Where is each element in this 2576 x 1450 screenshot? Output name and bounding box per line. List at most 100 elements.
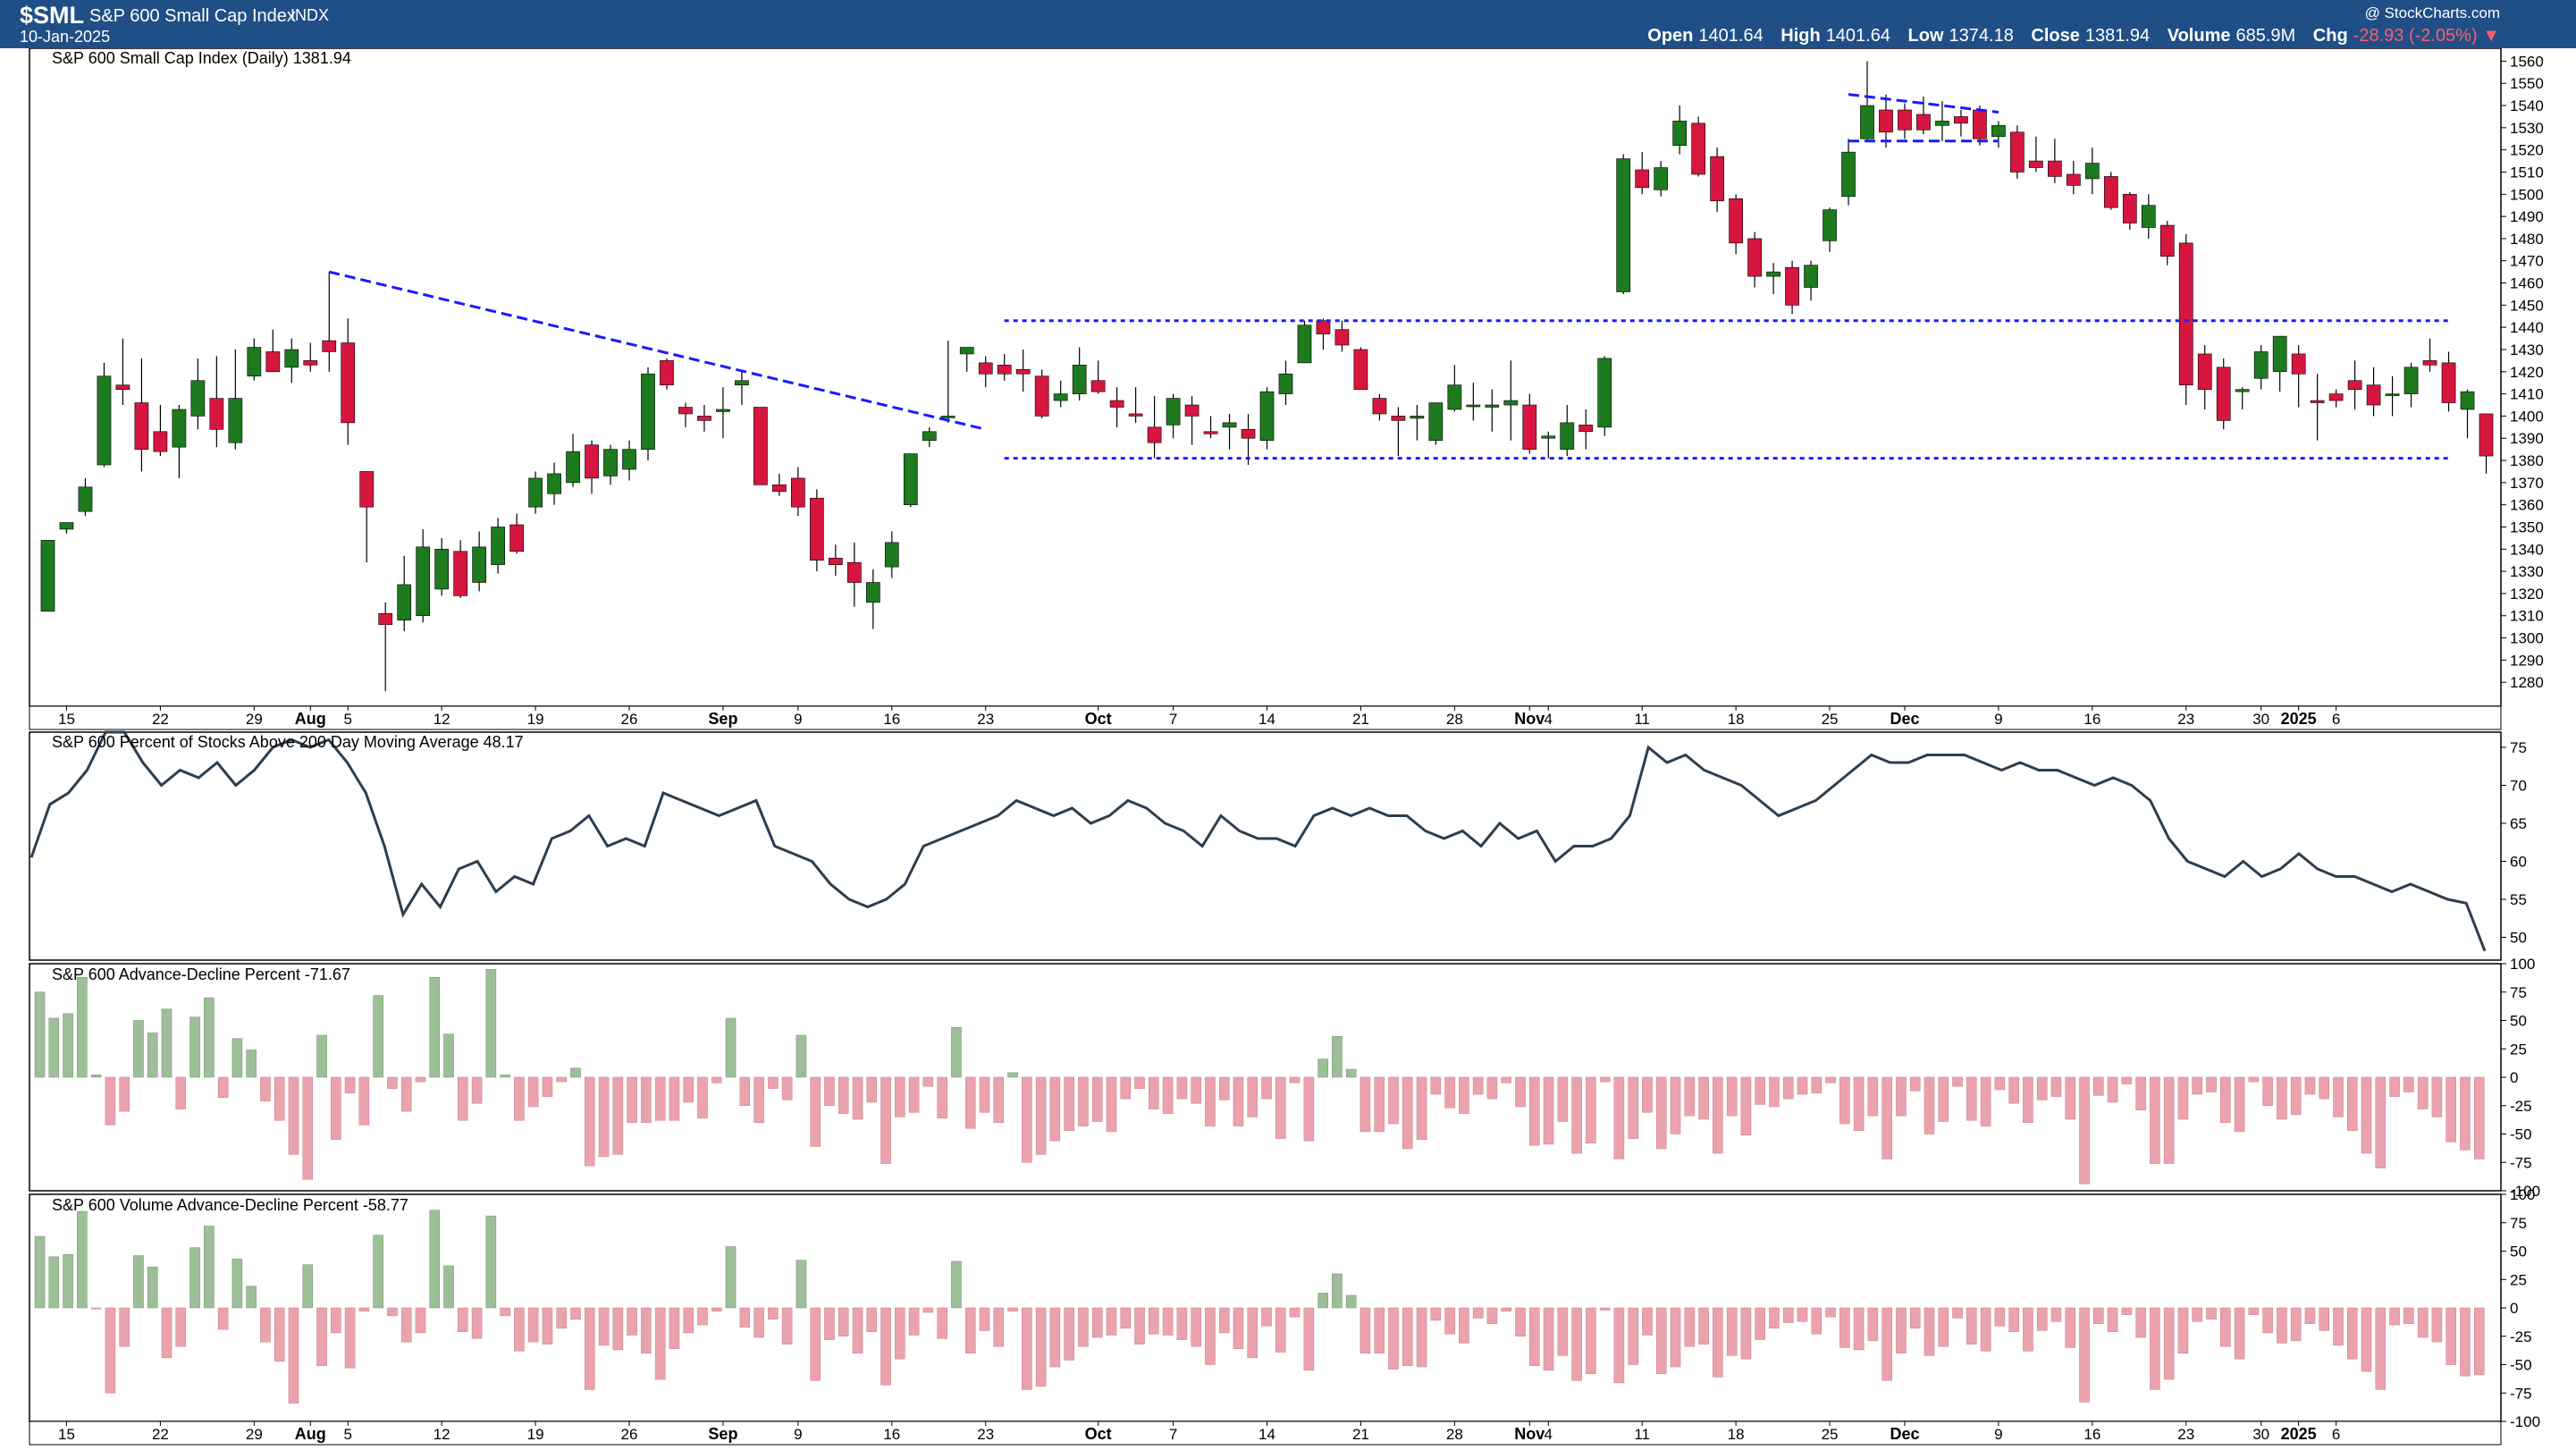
volume-advance-decline-panel: -100 -75 -50 -25 0 25 50 75 100 <box>29 1186 2540 1430</box>
vad-bar-negative <box>1261 1307 1272 1327</box>
candle-up <box>190 380 206 417</box>
vad-bar-negative <box>1162 1307 1174 1336</box>
candle-down <box>585 444 599 479</box>
vad-panel-title: S&P 600 Volume Advance-Decline Percent -… <box>52 1196 408 1214</box>
x-tick-label: 9 <box>794 1426 802 1443</box>
candle-down <box>1372 398 1387 415</box>
ad-bar-negative <box>2036 1076 2048 1100</box>
vad-bar-negative <box>90 1307 102 1310</box>
price-axis-tick-label: 1330 <box>2510 563 2544 580</box>
candle-down <box>978 362 993 375</box>
ad-bar-positive <box>951 1026 962 1078</box>
candle-down <box>115 384 130 390</box>
vad-bar-positive <box>429 1210 441 1309</box>
ad-bar-positive <box>373 995 383 1078</box>
price-axis-tick-label: 1370 <box>2510 475 2544 492</box>
vad-bar-negative <box>316 1307 327 1367</box>
vad-bar-negative <box>2121 1307 2133 1315</box>
ad-bar-negative <box>556 1076 568 1083</box>
x-tick-label: 2025 <box>2281 710 2317 728</box>
ad-bar-negative <box>866 1076 878 1103</box>
x-axis-top: 15 22 29 Aug 5 12 19 26 Sep 9 16 23 Oct 7 14 21 28 Nov 4 11… <box>29 705 2502 730</box>
vad-bar-negative <box>781 1307 793 1345</box>
vad-bar-negative <box>2093 1307 2104 1325</box>
ma-panel-frame <box>29 731 2502 961</box>
price-axis-tick-label: 1460 <box>2510 275 2544 292</box>
ad-bar-negative <box>1374 1076 1385 1133</box>
candle-down <box>772 485 787 493</box>
vad-bar-negative <box>1811 1307 1823 1335</box>
candle-down <box>2159 224 2175 257</box>
ad-bar-negative <box>683 1076 694 1103</box>
ad-axis-tick-label: -100 <box>2510 1183 2540 1200</box>
vad-bar-negative <box>937 1307 947 1339</box>
candle-down <box>1710 156 1724 202</box>
vad-bar-negative <box>1966 1307 1977 1345</box>
vad-bar-negative <box>1106 1307 1117 1336</box>
vad-bar-negative <box>1035 1307 1047 1387</box>
ad-bar-negative <box>2473 1076 2485 1159</box>
candle-up <box>2253 351 2269 379</box>
ad-bar-negative <box>1909 1076 1921 1092</box>
candle-down <box>2216 367 2231 421</box>
candle-down <box>1241 429 1256 439</box>
vad-bar-negative <box>2346 1307 2358 1360</box>
price-axis-tick-label: 1500 <box>2510 186 2544 203</box>
candle-up <box>2141 205 2156 228</box>
vad-bar-negative <box>2460 1307 2471 1377</box>
vad-bar-positive <box>133 1255 144 1309</box>
x-tick-label: Sep <box>708 1425 737 1443</box>
ad-bar-negative <box>1586 1076 1596 1143</box>
candle-down <box>1954 116 1968 124</box>
ad-bar-negative <box>1176 1076 1188 1100</box>
ad-bar-negative <box>302 1076 314 1180</box>
vad-bar-positive <box>373 1235 383 1309</box>
vad-bar-negative <box>527 1307 539 1343</box>
ad-bar-negative <box>781 1076 793 1100</box>
stockcharts-credit[interactable]: @ StockCharts.com <box>2364 4 2500 21</box>
candle-up <box>1503 400 1519 406</box>
vad-bar-negative <box>2319 1307 2329 1331</box>
vad-bar-negative <box>641 1307 652 1354</box>
x-tick-label: 19 <box>527 711 544 728</box>
x-tick-label: 12 <box>434 711 450 728</box>
price-axis-tick-label: 1540 <box>2510 97 2544 114</box>
candle-up <box>1410 416 1425 419</box>
candle-down <box>509 524 524 552</box>
vad-bar-negative <box>1078 1307 1089 1347</box>
ad-bar-negative <box>2431 1076 2443 1117</box>
vad-bar-negative <box>654 1307 666 1380</box>
ad-bar-negative <box>1191 1076 1201 1104</box>
vad-bar-negative <box>500 1307 510 1317</box>
ad-bar-negative <box>1261 1076 1272 1100</box>
vad-bar-negative <box>1797 1307 1808 1322</box>
price-axis-tick-label: 1420 <box>2510 364 2544 381</box>
vad-bar-negative <box>922 1307 934 1313</box>
price-axis-tick-label: 1340 <box>2510 541 2544 558</box>
vad-bar-negative <box>1360 1307 1371 1354</box>
candle-down <box>1578 425 1594 433</box>
vad-bar-negative <box>2163 1307 2175 1380</box>
candle-up <box>1823 209 1837 241</box>
candle-down <box>1034 375 1049 417</box>
vad-bar-positive <box>1332 1273 1343 1309</box>
ma-panel-title: S&P 600 Percent of Stocks Above 200 Day … <box>52 733 524 751</box>
ad-panel-title: S&P 600 Advance-Decline Percent -71.67 <box>52 965 350 983</box>
ad-bar-positive <box>189 1016 200 1078</box>
candle-up <box>884 542 899 568</box>
candle-up <box>566 451 580 484</box>
ticker-symbol[interactable]: $SML <box>20 2 85 29</box>
ad-bar-negative <box>2163 1076 2175 1164</box>
vad-bar-negative <box>838 1307 849 1336</box>
candle-down <box>453 551 468 596</box>
ad-bar-negative <box>1247 1076 1259 1117</box>
x-tick-label: 16 <box>883 711 900 728</box>
candle-up <box>228 398 243 443</box>
vad-bar-negative <box>1896 1307 1907 1354</box>
x-tick-label: Nov <box>1514 1425 1545 1443</box>
vad-bar-negative <box>2389 1307 2400 1326</box>
ad-bar-negative <box>1162 1076 1174 1114</box>
price-axis-tick-label: 1350 <box>2510 518 2544 535</box>
candle-up <box>247 347 262 377</box>
ad-bar-negative <box>895 1076 905 1117</box>
